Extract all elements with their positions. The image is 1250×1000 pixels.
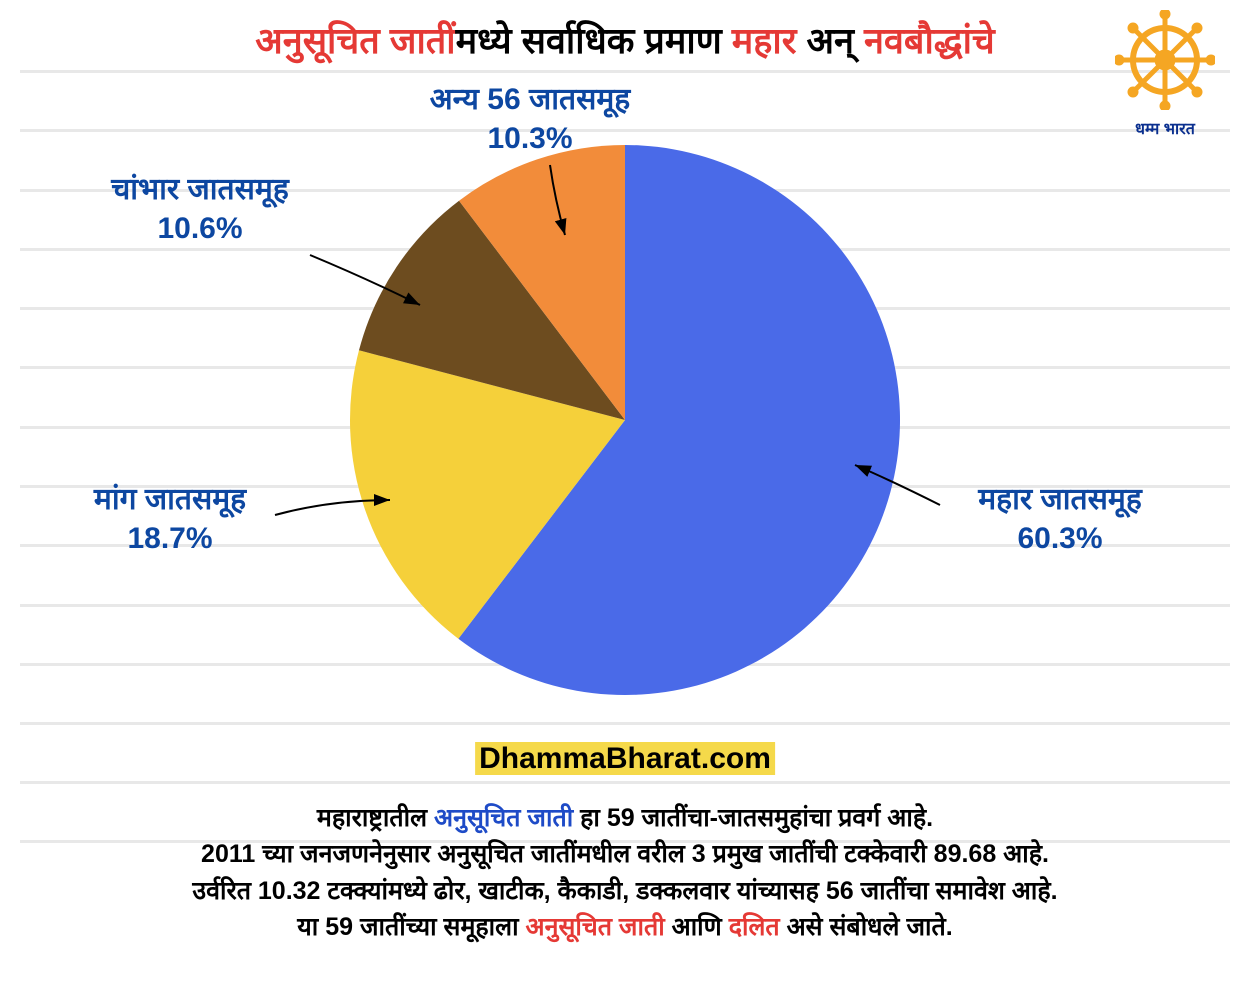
website-part1: Dhamma xyxy=(479,742,606,775)
label-mahar: महार जातसमूह 60.3% xyxy=(930,480,1190,558)
label-other-name: अन्य 56 जातसमूह xyxy=(370,80,690,119)
footer-line1: महाराष्ट्रातील अनुसूचित जाती हा 59 जातीं… xyxy=(40,800,1210,836)
label-mang-pct: 18.7% xyxy=(60,519,280,558)
label-mang: मांग जातसमूह 18.7% xyxy=(60,480,280,558)
website-part2: Bharat xyxy=(606,742,701,775)
footer-text: महाराष्ट्रातील अनुसूचित जाती हा 59 जातीं… xyxy=(40,800,1210,945)
pie-chart xyxy=(345,140,905,700)
title-part5: नवबौद्धांचे xyxy=(864,20,995,61)
label-mahar-name: महार जातसमूह xyxy=(930,480,1190,519)
label-chambhar-pct: 10.6% xyxy=(70,209,330,248)
label-chambhar: चांभार जातसमूह 10.6% xyxy=(70,170,330,248)
title-part2: मध्ये सर्वाधिक प्रमाण xyxy=(456,20,732,61)
title-part4: अन् xyxy=(796,20,864,61)
chart-title: अनुसूचित जातींमध्ये सर्वाधिक प्रमाण महार… xyxy=(0,15,1250,64)
dharma-wheel-icon xyxy=(1115,10,1215,110)
logo-text: धम्म भारत xyxy=(1110,117,1220,139)
label-other: अन्य 56 जातसमूह 10.3% xyxy=(370,80,690,158)
label-other-pct: 10.3% xyxy=(370,119,690,158)
logo: धम्म भारत xyxy=(1110,10,1220,140)
label-mahar-pct: 60.3% xyxy=(930,519,1190,558)
title-part1: अनुसूचित जातीं xyxy=(255,20,455,61)
footer-line3: उर्वरित 10.32 टक्क्यांमध्ये ढोर, खाटीक, … xyxy=(40,873,1210,909)
footer-line4: या 59 जातींच्या समूहाला अनुसूचित जाती आण… xyxy=(40,909,1210,945)
label-mang-name: मांग जातसमूह xyxy=(60,480,280,519)
website-url: DhammaBharat.com xyxy=(469,740,781,778)
label-chambhar-name: चांभार जातसमूह xyxy=(70,170,330,209)
footer-line2: 2011 च्या जनजणनेनुसार अनुसूचित जातींमधील… xyxy=(40,836,1210,872)
website-part3: .com xyxy=(701,742,771,775)
title-part3: महार xyxy=(732,20,797,61)
